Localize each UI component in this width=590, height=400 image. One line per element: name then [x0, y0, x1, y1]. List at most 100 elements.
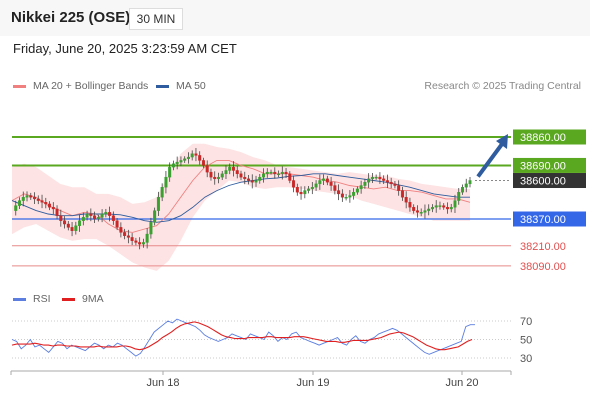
candle-body [250, 180, 254, 183]
candle-body [145, 233, 149, 243]
candle-body [104, 212, 108, 215]
legend-ma50-swatch [156, 84, 169, 88]
legend-ma20: MA 20 + Bollinger Bands [13, 80, 148, 92]
candle-body [81, 217, 85, 221]
candle-body [18, 200, 22, 206]
candle-body [216, 176, 220, 180]
candle-body [254, 180, 258, 183]
rsi-9ma-line [11, 321, 473, 351]
candle-body [460, 187, 464, 193]
level-label-box-2 [513, 173, 586, 189]
candle-body [288, 173, 292, 181]
candle-body [442, 205, 446, 208]
candle-body [160, 187, 164, 198]
legend-ma50-label: MA 50 [176, 80, 206, 92]
candle-body [352, 192, 356, 196]
candle-body [333, 185, 337, 191]
candle-body [430, 207, 434, 210]
level-label-0: 38860.00 [520, 132, 566, 144]
candle-body [265, 171, 269, 175]
candle-body [385, 180, 389, 183]
instrument-title: Nikkei 225 (OSE) [11, 9, 131, 26]
candle-body [228, 166, 232, 171]
candle-body [111, 215, 115, 221]
candle-body [89, 213, 93, 216]
candle-body [138, 242, 142, 245]
candle-body [130, 237, 134, 241]
candle-body [273, 171, 277, 175]
candle-body [325, 178, 329, 183]
legend-ma20-label: MA 20 + Bollinger Bands [33, 80, 149, 92]
chart-header: Nikkei 225 (OSE) 30 MIN [0, 0, 590, 36]
candle-body [168, 166, 172, 178]
candle-body [175, 161, 179, 164]
candle-body [423, 210, 427, 213]
candle-body [415, 210, 419, 213]
level-label-4: 38210.00 [520, 241, 566, 253]
candle-body [74, 225, 78, 231]
candle-body [355, 188, 359, 193]
legend-ma20-swatch [13, 84, 26, 88]
candle-body [389, 181, 393, 185]
legend-9ma: 9MA [62, 293, 104, 305]
legend-9ma-label: 9MA [82, 293, 104, 305]
candle-body [322, 178, 326, 181]
candle-body [44, 202, 48, 205]
level-label-1: 38690.00 [520, 160, 566, 172]
candle-body [408, 202, 412, 208]
candle-body [404, 197, 408, 203]
candle-body [292, 180, 296, 188]
candle-body [239, 173, 243, 178]
date-line: Friday, June 20, 2025 3:23:59 AM CET [13, 41, 237, 56]
legend-rsi-label: RSI [33, 293, 51, 305]
candle-body [119, 227, 123, 233]
rsi-line [11, 318, 475, 357]
candle-body [419, 212, 423, 214]
candle-body [397, 185, 401, 191]
candle-body [303, 190, 307, 195]
candle-body [269, 171, 273, 174]
candle-body [153, 210, 157, 223]
candle-body [126, 235, 130, 238]
candle-body [198, 155, 202, 161]
candle-body [400, 190, 404, 198]
timeframe-selector[interactable]: 30 MIN [129, 8, 183, 30]
candle-body [280, 171, 284, 175]
rsi-tick-label: 50 [520, 335, 532, 347]
candle-body [307, 188, 311, 191]
candle-body [29, 195, 33, 198]
candle-body [344, 197, 348, 199]
x-tick-label: Jun 19 [296, 377, 329, 389]
candle-body [295, 187, 299, 193]
legend-ma50: MA 50 [156, 80, 206, 92]
candle-body [51, 207, 55, 210]
candle-body [201, 160, 205, 166]
candle-body [36, 198, 40, 201]
candle-body [55, 208, 59, 216]
candle-body [40, 200, 44, 203]
x-tick-label: Jun 20 [445, 377, 478, 389]
candle-body [367, 178, 371, 183]
candle-body [48, 203, 52, 208]
candle-body [363, 181, 367, 186]
candle-body [284, 171, 288, 175]
ma20-line [11, 159, 471, 233]
candle-body [318, 180, 322, 185]
candle-body [25, 195, 29, 198]
legend-rsi: RSI [13, 293, 51, 305]
candle-body [243, 176, 247, 180]
candle-body [370, 176, 374, 180]
candle-body [179, 160, 183, 163]
candle-body [149, 222, 153, 235]
candle-body [66, 223, 70, 228]
level-label-2: 38600.00 [520, 176, 566, 188]
candle-body [427, 208, 431, 211]
candle-body [374, 176, 378, 179]
candle-body [186, 156, 190, 159]
level-label-box-1 [513, 157, 586, 173]
candle-body [359, 185, 363, 190]
candle-body [100, 213, 104, 218]
candle-body [393, 183, 397, 186]
candle-body [348, 195, 352, 198]
